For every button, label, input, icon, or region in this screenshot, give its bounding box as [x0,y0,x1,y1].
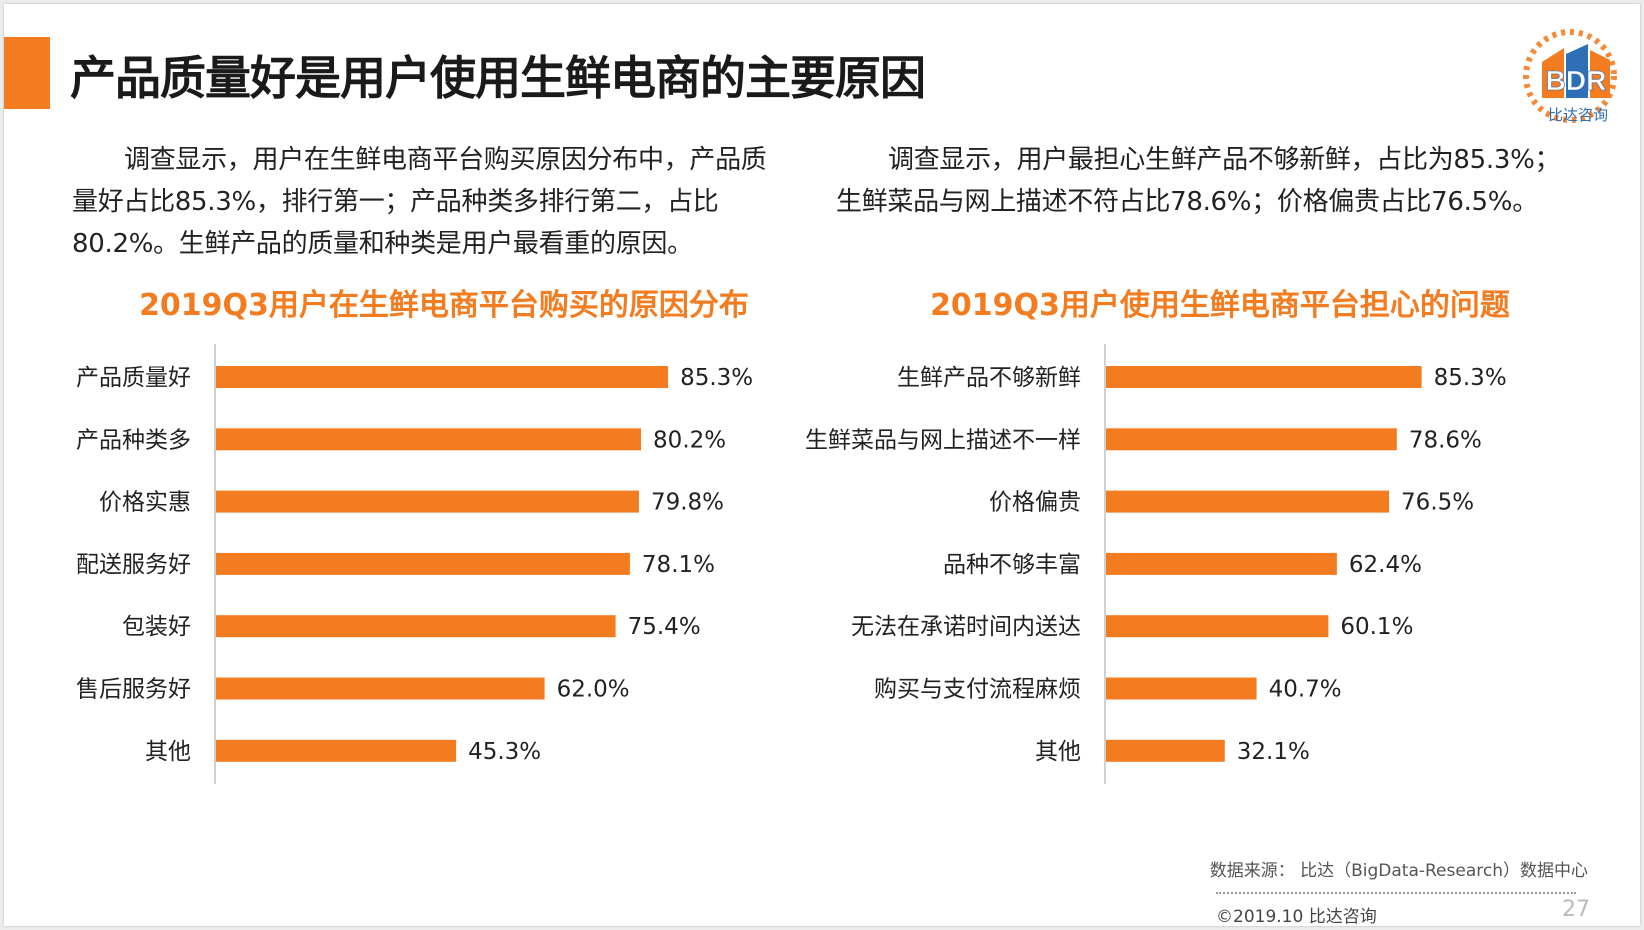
logo-subtext: 比达咨询 [1548,106,1608,124]
data-label: 62.0% [557,677,630,703]
category-label: 配送服务好 [76,552,191,578]
bdr-logo: BDR 比达咨询 [1523,29,1617,124]
bar [1106,739,1225,762]
bar [1106,552,1337,575]
category-label: 包装好 [122,614,191,640]
category-label: 生鲜产品不够新鲜 [897,365,1081,391]
slide: 产品质量好是用户使用生鲜电商的主要原因 BDR 比达咨询 调查显示，用户在生鲜电… [4,4,1640,927]
data-label: 60.1% [1340,614,1413,640]
data-label: 62.4% [1349,552,1422,578]
data-label: 75.4% [628,614,701,640]
bar [1106,428,1397,451]
category-label: 品种不够丰富 [943,552,1081,578]
logo-buildings-icon [1542,44,1610,98]
data-label: 76.5% [1401,490,1474,516]
category-label: 其他 [1035,739,1081,765]
data-label: 79.8% [651,490,724,516]
logo-ring-icon [1523,29,1617,123]
category-label: 产品种类多 [76,427,191,453]
data-label: 32.1% [1237,739,1310,765]
bar [216,366,669,388]
right-chart-title: 2019Q3用户使用生鲜电商平台担心的问题 [930,288,1510,323]
category-label: 其他 [145,739,191,765]
category-label: 购买与支付流程麻烦 [874,677,1081,703]
category-label: 价格偏贵 [989,490,1081,516]
data-label: 78.1% [642,552,715,578]
copyright: ©2019.10 比达咨询 [1216,907,1377,927]
data-label: 85.3% [1434,365,1507,391]
concerns-chart: 生鲜产品不够新鲜 85.3% 生鲜菜品与网上描述不一样 78.6% 价格偏贵 76.5% 品… [805,344,1507,784]
bar [216,552,630,575]
left-chart-title: 2019Q3用户在生鲜电商平台购买的原因分布 [139,288,749,323]
data-label: 80.2% [653,427,726,453]
bar [1106,677,1257,700]
purchase-reasons-chart: 产品质量好 85.3% 产品种类多 80.2% 价格实惠 79.8% 配送服务好 78.1% 包… [76,344,753,784]
data-label: 78.6% [1409,427,1482,453]
data-label: 45.3% [468,739,541,765]
bar [216,428,642,451]
bar [216,615,616,638]
bar [1106,366,1422,388]
category-label: 无法在承诺时间内送达 [851,614,1081,640]
category-label: 产品质量好 [76,365,191,391]
category-label: 售后服务好 [76,677,191,703]
right-description: 调查显示，用户最担心生鲜产品不够新鲜，占比为85.3%；生鲜菜品与网上描述不符占… [836,145,1561,217]
bar [216,677,545,700]
logo-text: BDR [1546,65,1607,96]
page-number: 27 [1562,897,1590,922]
category-label: 价格实惠 [99,490,191,516]
page-title: 产品质量好是用户使用生鲜电商的主要原因 [70,51,926,105]
category-label: 生鲜菜品与网上描述不一样 [805,427,1081,453]
footer-divider [1216,892,1576,894]
left-description: 调查显示，用户在生鲜电商平台购买原因分布中，产品质量好占比85.3%，排行第一；… [72,145,767,259]
bar [216,739,457,762]
bar [216,490,639,513]
data-label: 40.7% [1269,677,1342,703]
title-accent-bar [4,37,50,109]
data-label: 85.3% [680,365,753,391]
data-source: 数据来源： 比达（BigData-Research）数据中心 [1209,861,1588,881]
bar [1106,615,1329,638]
bar [1106,490,1390,513]
